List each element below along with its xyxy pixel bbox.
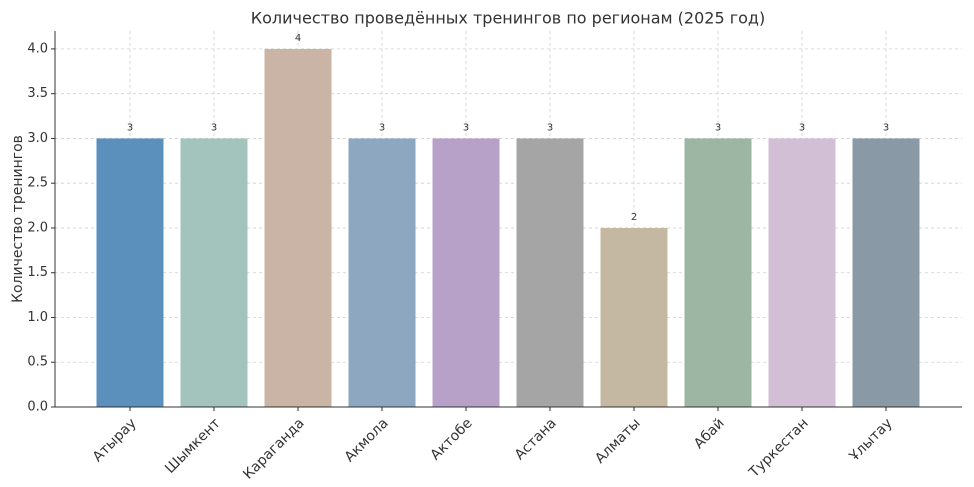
data-label: 3 [547,122,553,133]
y-tick-label: 0.5 [27,355,48,370]
data-label: 3 [715,122,721,133]
x-tick-label: Акмола [342,415,392,465]
bar [264,48,332,408]
bar [432,138,500,407]
x-tick-label: Абай [691,415,728,452]
data-label: 4 [295,33,301,44]
data-label: 3 [379,122,385,133]
data-label: 3 [127,122,133,133]
y-tick-label: 2.0 [27,220,48,235]
bar [600,227,668,407]
bar [516,138,584,407]
y-tick-label: 4.0 [27,41,48,56]
x-tick-label: Актобе [428,415,476,463]
y-tick-label: 3.5 [27,86,48,101]
y-tick-label: 3.0 [27,131,48,146]
bar [768,138,836,407]
y-tick-label: 1.5 [27,265,48,280]
x-tick-label: Шымкент [162,415,223,476]
bar [684,138,752,407]
bar [180,138,248,407]
x-tick-label: Караганда [240,415,307,482]
y-axis-label: Количество тренингов [10,135,26,303]
bar [96,138,164,407]
data-label: 2 [631,212,637,223]
x-tick-label: Ұлытау [846,415,896,465]
y-tick-label: 1.0 [27,310,48,325]
y-tick-label: 2.5 [27,176,48,191]
x-tick-label: Атырау [90,415,140,465]
data-label: 3 [463,122,469,133]
data-label: 3 [211,122,217,133]
x-tick-label: Астана [512,415,560,463]
bar [852,138,920,407]
data-label: 3 [883,122,889,133]
chart-title: Количество проведённых тренингов по реги… [251,9,765,28]
y-tick-label: 0.0 [27,400,48,415]
bar [348,138,416,407]
data-label: 3 [799,122,805,133]
x-tick-label: Алматы [592,415,644,467]
x-tick-label: Туркестан [746,415,812,481]
